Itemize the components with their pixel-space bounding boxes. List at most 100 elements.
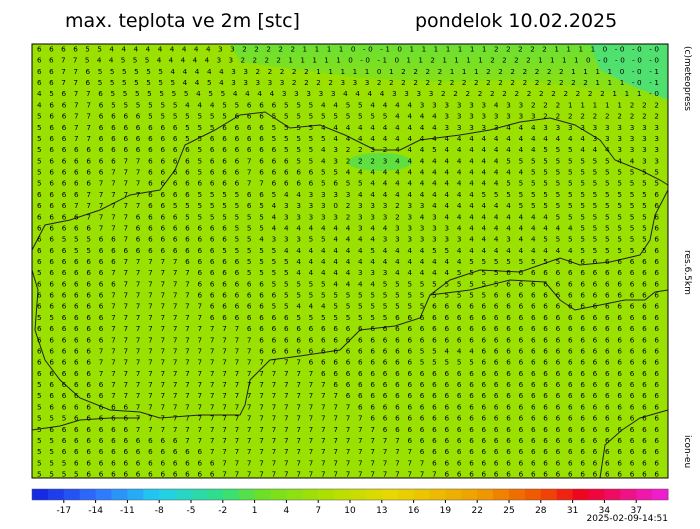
colorbar-segment [191, 489, 208, 500]
colorbar-tick-label: 37 [630, 506, 641, 516]
colorbar-segment [365, 489, 383, 500]
colorbar-segment [461, 489, 478, 500]
colorbar-tick-label: 7 [315, 506, 321, 516]
colorbar-segment [477, 489, 494, 500]
colorbar-segment [604, 489, 621, 500]
grid-row: 6 6 6 5 5 6 6 6 6 6 6 6 6 6 6 5 5 5 5 5 … [37, 246, 659, 255]
grid-row: 5 6 6 6 6 6 7 7 7 7 7 7 7 7 7 7 7 7 7 7 … [37, 380, 659, 389]
copyright: (c)meteopress [682, 46, 692, 111]
grid-row: 5 6 6 6 6 6 6 6 6 6 6 6 6 5 6 6 6 6 6 6 … [37, 145, 659, 154]
grid-row: 6 6 5 5 5 6 6 7 6 6 6 6 6 6 6 6 5 5 4 3 … [37, 235, 659, 244]
colorbar-segment [509, 489, 526, 500]
colorbar-segment [32, 489, 49, 500]
colorbar-tick-label: 25 [503, 506, 514, 516]
grid-row: 6 6 7 7 6 5 5 5 5 5 5 4 4 4 4 4 3 3 2 2 … [37, 67, 659, 76]
colorbar-tick-label: 28 [535, 506, 547, 516]
grid-row: 6 6 7 7 5 4 4 5 5 5 4 4 4 4 4 3 3 2 2 2 … [37, 56, 659, 65]
colorbar-segment [429, 489, 446, 500]
grid-row: 5 6 6 6 6 7 7 7 7 6 6 6 6 6 6 6 6 7 7 6 … [37, 179, 659, 188]
grid-row: 6 6 6 6 6 6 7 7 7 7 7 7 7 7 6 6 6 6 6 5 … [37, 302, 659, 311]
grid-row: 5 6 6 6 6 6 6 7 7 6 6 6 6 5 6 6 6 7 6 6 … [37, 156, 659, 165]
grid-row: 5 5 6 6 6 6 6 6 6 6 6 6 6 6 7 7 7 7 7 7 … [37, 447, 659, 456]
colorbar-tick-label: 1 [252, 506, 258, 516]
grid-row: 5 6 6 6 6 6 7 7 7 7 7 7 7 7 7 7 7 7 7 7 … [37, 391, 659, 400]
grid-row: 5 6 6 7 7 6 6 6 6 5 5 5 5 5 5 5 6 6 6 5 … [37, 112, 659, 121]
colorbar-segment [556, 489, 574, 500]
colorbar-segment [302, 489, 319, 500]
model: icon-eu [682, 435, 692, 468]
cold-area [348, 153, 412, 171]
colorbar-segment [524, 489, 542, 500]
date: pondelok 10.02.2025 [415, 10, 617, 32]
colorbar-tick-label: 34 [599, 506, 611, 516]
colorbar-tick-label: 16 [408, 506, 420, 516]
map-background [32, 44, 668, 478]
grid-row: 5 5 5 6 6 6 6 6 6 6 6 6 6 6 6 7 7 7 7 7 … [37, 458, 659, 467]
colorbar-tick-label: 22 [471, 506, 482, 516]
grid-row: 6 6 6 6 6 6 7 7 7 7 7 7 7 6 6 6 6 6 6 6 … [37, 291, 659, 300]
colorbar-segment [652, 489, 669, 500]
grid-row: 5 6 6 7 7 6 6 6 6 6 6 6 5 5 6 6 6 6 6 5 … [37, 134, 659, 143]
borders [31, 111, 669, 479]
grid-row: 5 5 6 6 6 6 6 6 6 6 6 6 7 7 7 7 7 7 7 7 … [37, 436, 659, 445]
colorbar-segment [445, 489, 462, 500]
grid-row: 5 6 6 6 6 6 7 7 7 6 6 6 6 5 6 6 6 7 6 6 … [37, 168, 659, 177]
cold-area [590, 44, 668, 100]
colorbar-segment [206, 489, 224, 500]
grid-row: 6 6 6 6 7 7 7 7 6 6 6 6 5 5 5 5 5 5 5 4 … [37, 212, 659, 221]
grid-row: 6 6 6 6 6 7 7 7 7 7 7 7 7 7 7 7 7 7 7 7 … [37, 358, 659, 367]
grid-row: 6 6 7 7 6 5 5 5 5 5 5 5 4 4 5 4 3 3 3 3 … [37, 78, 659, 87]
colorbar: -17 -14 -11 -8 -5 -2 1 4 7 10 13 16 19 22 25 28 31 34 37 [31, 488, 669, 516]
colorbar-tick-label: -2 [218, 506, 227, 516]
colorbar-tick-label: -8 [155, 506, 164, 516]
colorbar-tick-label: 19 [440, 506, 452, 516]
colorbar-segment [79, 489, 97, 500]
colorbar-tick-label: 13 [376, 506, 387, 516]
colorbar-segment [270, 489, 287, 500]
map-frame [31, 43, 669, 479]
grid-row: 6 6 6 7 7 7 7 7 7 6 6 5 5 5 5 5 5 6 5 4 … [37, 201, 659, 210]
grid-row: 4 6 6 7 7 6 5 5 5 5 5 5 4 4 4 5 5 6 6 6 … [37, 100, 659, 109]
colorbar-segment [588, 489, 605, 500]
colorbar-segment [413, 489, 430, 500]
grid-row: 5 5 6 6 6 6 7 7 7 7 7 7 7 7 6 6 6 6 6 6 … [37, 313, 659, 322]
colorbar-segment [493, 489, 510, 500]
colorbar-segment [254, 489, 271, 500]
colorbar-tick-label: -17 [56, 506, 71, 516]
colorbar-segment [47, 489, 65, 500]
colorbar-tick-label: 4 [284, 506, 290, 516]
grid-row: 6 6 6 6 6 6 6 7 7 7 7 7 6 6 6 6 6 5 5 5 … [37, 257, 659, 266]
colorbar-segment [318, 489, 335, 500]
grid-row: 6 6 6 6 6 6 7 7 7 7 7 7 7 7 7 7 7 6 6 6 … [37, 324, 659, 333]
grid-row: 5 6 6 7 7 6 6 6 6 6 6 6 5 5 5 6 6 6 6 5 … [37, 123, 659, 132]
grid-row: 6 6 6 6 6 7 7 7 7 7 7 7 7 7 7 7 7 7 7 7 … [37, 369, 659, 378]
colorbar-tick-label: 31 [567, 506, 578, 516]
timestamp: 2025-02-09-14:51 [587, 514, 669, 524]
colorbar-segment [636, 489, 653, 500]
grid-row: 6 6 6 6 6 6 7 7 7 7 7 7 7 7 7 7 7 7 6 6 … [37, 335, 659, 344]
grid-row: 6 6 6 6 7 7 7 7 7 6 6 6 6 5 5 5 5 6 6 5 … [37, 190, 659, 199]
title: max. teplota ve 2m [stc] [65, 10, 300, 32]
colorbar-segment [381, 489, 399, 500]
grid-row: 6 6 6 6 5 5 4 4 4 4 4 4 4 4 4 3 3 2 2 2 … [37, 45, 659, 54]
colorbar-segment [222, 489, 240, 500]
colorbar-segment [350, 489, 367, 500]
grid-row: 6 6 6 6 6 6 6 7 7 7 7 7 7 6 6 6 6 6 6 5 … [37, 279, 659, 288]
colorbar-segment [63, 489, 81, 500]
colorbar-segment [127, 489, 144, 500]
grid-row: 5 6 6 6 6 6 7 7 7 7 7 7 7 6 6 6 6 5 5 5 … [37, 268, 659, 277]
colorbar-segment [159, 489, 176, 500]
grid-row: 6 6 6 6 6 7 7 7 6 6 6 6 6 6 6 6 5 5 5 4 … [37, 223, 659, 232]
colorbar-segment [175, 489, 192, 500]
colorbar-segment [111, 489, 128, 500]
colorbar-segment [238, 489, 256, 500]
colorbar-segment [540, 489, 558, 500]
grid-row: 5 6 6 6 6 6 6 6 7 7 7 7 7 7 7 7 7 7 7 7 … [37, 402, 659, 411]
colorbar-segment [334, 489, 351, 500]
colorbar-segment [95, 489, 112, 500]
cold-area [230, 44, 668, 110]
colorbar-segment [397, 489, 415, 500]
colorbar-segment [572, 489, 589, 500]
